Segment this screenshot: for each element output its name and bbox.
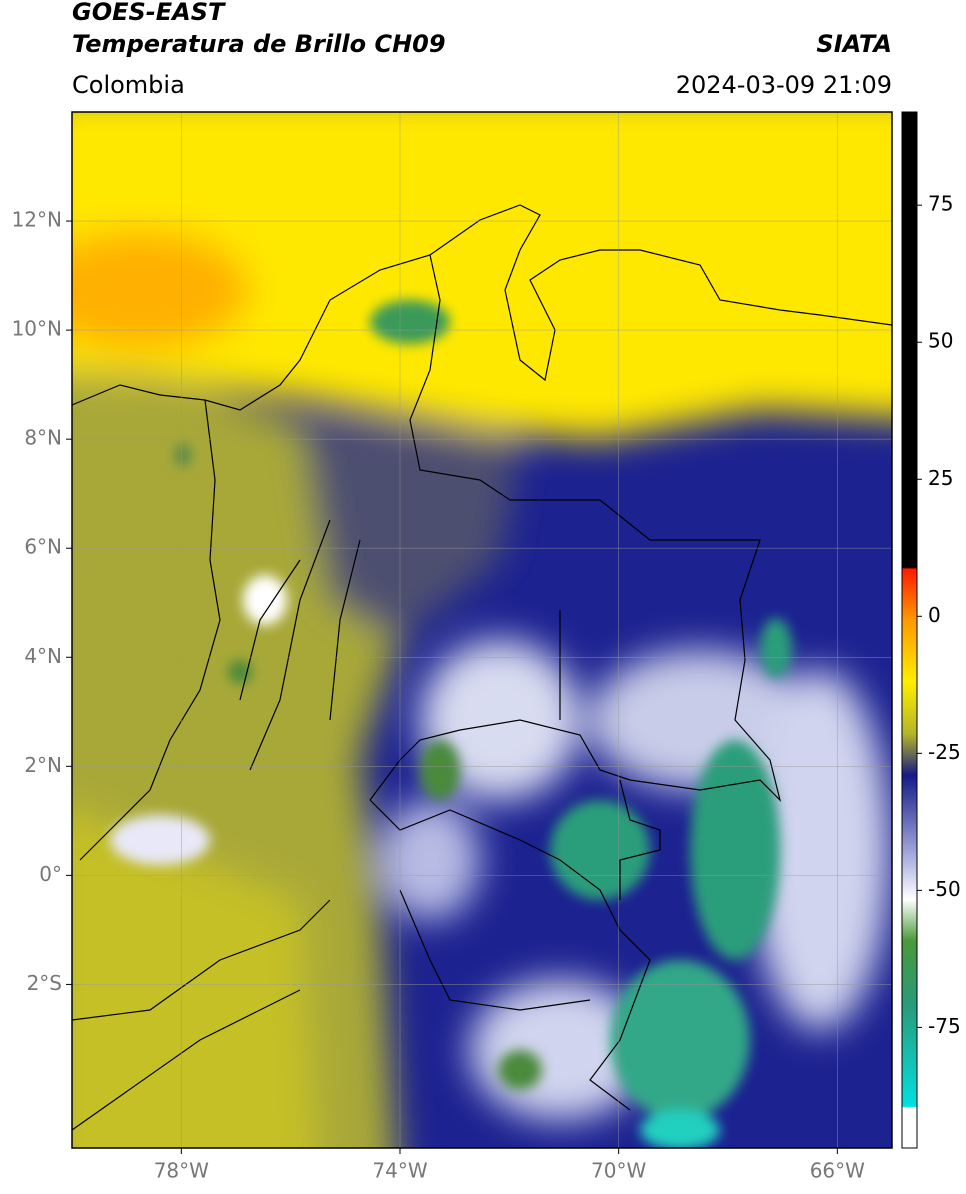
colorbar-tick-label: 50 <box>928 329 953 353</box>
imagery <box>72 112 892 1148</box>
y-tick-label: 12°N <box>12 208 62 232</box>
colorbar <box>901 111 918 1149</box>
subtitle: Temperatura de Brillo CH09 <box>72 30 446 58</box>
y-tick-label: 2°S <box>27 971 62 995</box>
colorbar-tick-label: 0 <box>928 603 941 627</box>
colorbar-tick-label: 75 <box>928 192 953 216</box>
map-frame <box>71 111 893 1149</box>
x-tick-label: 74°W <box>372 1159 427 1183</box>
datetime: 2024-03-09 21:09 <box>676 71 892 99</box>
region: Colombia <box>72 71 185 99</box>
colorbar-tick-label: -75 <box>928 1014 961 1038</box>
y-tick-label: 10°N <box>12 317 62 341</box>
x-tick-label: 66°W <box>810 1159 865 1183</box>
colorbar-tick-label: -50 <box>928 877 961 901</box>
y-tick-label: 6°N <box>24 535 62 559</box>
title: GOES-EAST <box>72 0 226 26</box>
x-tick-label: 78°W <box>154 1159 209 1183</box>
agency: SIATA <box>816 30 892 58</box>
y-tick-label: 4°N <box>24 644 62 668</box>
colorbar-tick-label: -25 <box>928 740 961 764</box>
grid <box>72 112 892 1148</box>
x-tick-label: 70°W <box>591 1159 646 1183</box>
y-tick-label: 8°N <box>24 426 62 450</box>
colorbar-tick-label: 25 <box>928 466 953 490</box>
y-tick-label: 0° <box>39 862 62 886</box>
borders <box>72 204 892 1131</box>
y-tick-label: 2°N <box>24 753 62 777</box>
